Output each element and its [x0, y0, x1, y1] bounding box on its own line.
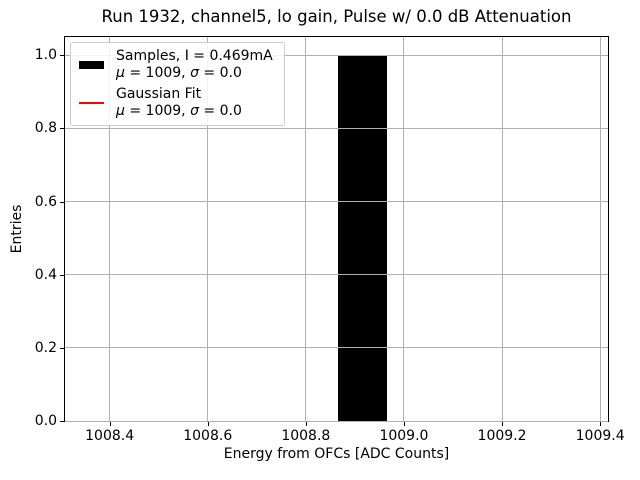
legend-samples-stats: μ = 1009, σ = 0.0 [116, 65, 273, 82]
x-gridline [599, 37, 601, 421]
y-tick-label: 1.0 [34, 47, 57, 64]
x-tick-label: 1008.8 [281, 428, 331, 444]
y-tick-label: 0.8 [34, 120, 57, 137]
x-tick [403, 422, 405, 426]
y-tick-label: 0.6 [34, 193, 57, 210]
red-line-swatch [79, 102, 104, 104]
legend-entry-samples: Samples, I = 0.469mA μ = 1009, σ = 0.0 [79, 48, 273, 82]
x-gridline [207, 37, 209, 421]
line-swatch-icon [79, 102, 107, 104]
y-tick-label: 0.2 [34, 339, 57, 356]
legend-gaussian-label: Gaussian Fit [116, 86, 202, 102]
sigma-symbol: σ [190, 65, 199, 81]
x-gridline [305, 37, 307, 421]
x-tick [305, 422, 307, 426]
legend-entry-text: Samples, I = 0.469mA μ = 1009, σ = 0.0 [116, 48, 273, 82]
y-tick [60, 128, 64, 130]
y-tick-label: 0.0 [34, 413, 57, 429]
x-axis-label: Energy from OFCs [ADC Counts] [223, 446, 450, 462]
y-axis-label: Entries [9, 204, 25, 254]
black-patch-swatch [79, 61, 104, 69]
histogram-bar [338, 55, 387, 421]
legend-entry-gaussian-fit: Gaussian Fit μ = 1009, σ = 0.0 [79, 86, 273, 120]
y-tick [60, 201, 64, 203]
x-tick [109, 422, 111, 426]
sigma-value: = 0.0 [198, 65, 242, 81]
mu-value: = 1009, [124, 65, 191, 81]
y-gridline [65, 347, 608, 349]
plot-area: Samples, I = 0.469mA μ = 1009, σ = 0.0 G… [64, 36, 609, 422]
legend: Samples, I = 0.469mA μ = 1009, σ = 0.0 G… [70, 42, 285, 126]
x-tick [502, 422, 504, 426]
y-tick [60, 421, 64, 422]
y-gridline [65, 127, 608, 129]
legend-entry-text: Gaussian Fit μ = 1009, σ = 0.0 [116, 86, 242, 120]
mu-value: = 1009, [124, 103, 191, 119]
legend-gaussian-stats: μ = 1009, σ = 0.0 [116, 103, 242, 120]
x-gridline [501, 37, 503, 421]
y-tick [60, 55, 64, 57]
x-tick-label: 1008.6 [183, 428, 233, 444]
x-tick-label: 1008.4 [85, 428, 135, 444]
chart-title: Run 1932, channel5, lo gain, Pulse w/ 0.… [101, 7, 572, 26]
x-gridline [403, 37, 405, 421]
legend-samples-label: Samples, I = 0.469mA [116, 48, 273, 64]
sigma-value: = 0.0 [198, 103, 242, 119]
histogram-swatch-icon [79, 61, 107, 69]
y-tick-label: 0.4 [34, 266, 57, 283]
y-gridline [65, 201, 608, 203]
x-tick-label: 1009.4 [575, 428, 625, 444]
x-gridline [109, 37, 111, 421]
y-gridline [65, 54, 608, 56]
sigma-symbol: σ [190, 103, 199, 119]
y-gridline [65, 274, 608, 276]
mu-symbol: μ [116, 65, 125, 81]
x-tick-label: 1009.2 [477, 428, 527, 444]
x-tick [600, 422, 602, 426]
y-tick [60, 347, 64, 349]
x-tick [207, 422, 209, 426]
mu-symbol: μ [116, 103, 125, 119]
x-tick-label: 1009.0 [379, 428, 429, 444]
y-tick [60, 274, 64, 276]
y-gridline [65, 420, 608, 422]
